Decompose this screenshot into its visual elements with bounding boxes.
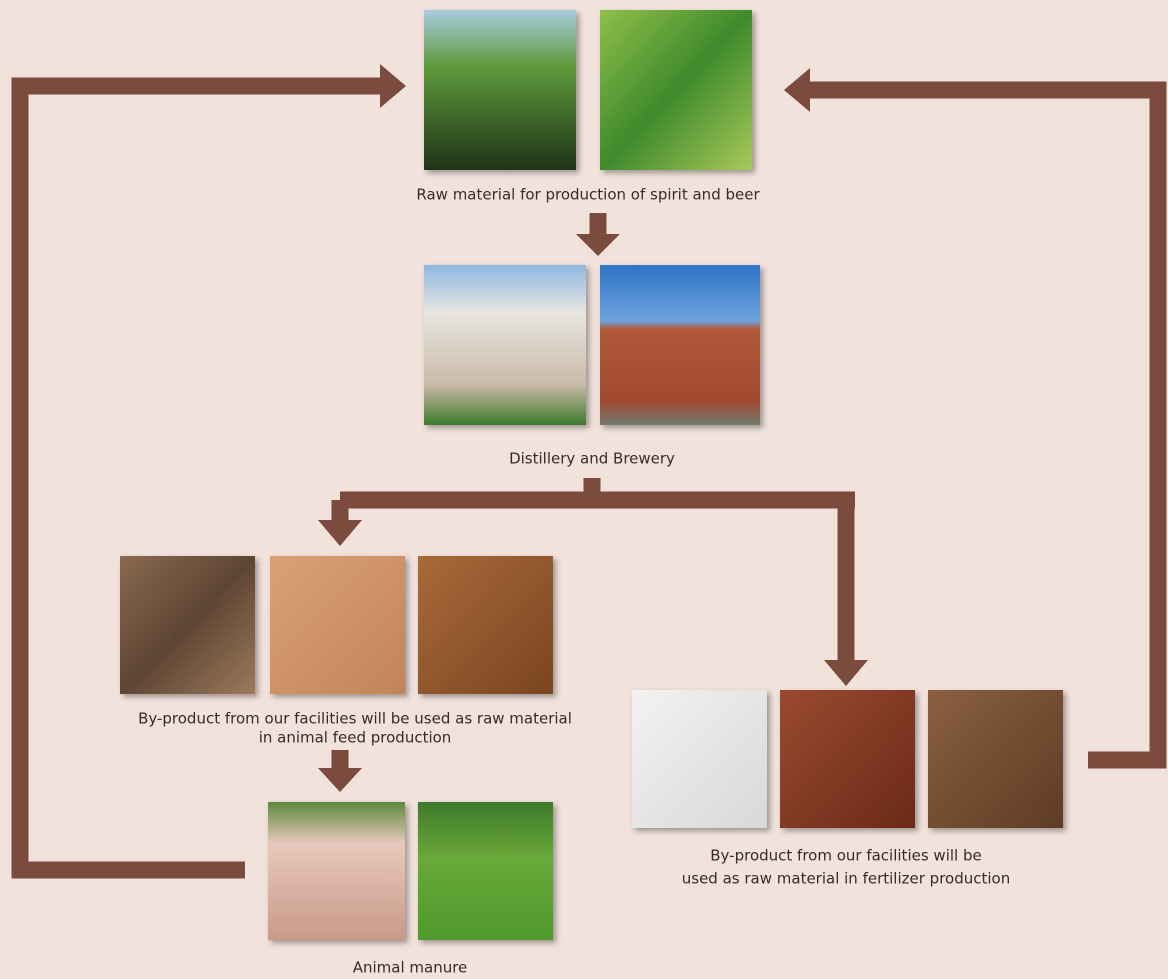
arrow-head: [380, 64, 406, 108]
photo-meal: [418, 556, 553, 694]
node-label: in animal feed production: [259, 729, 452, 747]
photo-pigs: [268, 802, 405, 940]
node-label: By-product from our facilities will be: [710, 847, 981, 865]
photo-sugarcane: [424, 10, 576, 170]
arrow-head: [318, 768, 362, 792]
photo-white-powder: [632, 690, 767, 828]
arrow-head: [318, 520, 362, 546]
loop-arrow-left: [11, 77, 382, 879]
photo-powder: [270, 556, 405, 694]
photo-cow: [418, 802, 553, 940]
photo-red-granules: [780, 690, 915, 828]
arrow-head: [784, 68, 810, 112]
photo-distillery: [424, 265, 586, 425]
photo-brewery: [600, 265, 760, 425]
node-label: Raw material for production of spirit an…: [416, 186, 760, 204]
node-label: Distillery and Brewery: [509, 450, 675, 468]
flow-arrow: [331, 478, 855, 662]
arrow-head: [576, 234, 620, 256]
photo-pellets: [120, 556, 255, 694]
photo-rice: [600, 10, 752, 170]
arrow-head: [824, 660, 868, 686]
node-label: used as raw material in fertilizer produ…: [682, 870, 1010, 888]
photo-brown-granules: [928, 690, 1063, 828]
node-label: By-product from our facilities will be u…: [138, 710, 572, 728]
node-label: Animal manure: [353, 959, 468, 977]
loop-arrow-right: [808, 81, 1167, 769]
